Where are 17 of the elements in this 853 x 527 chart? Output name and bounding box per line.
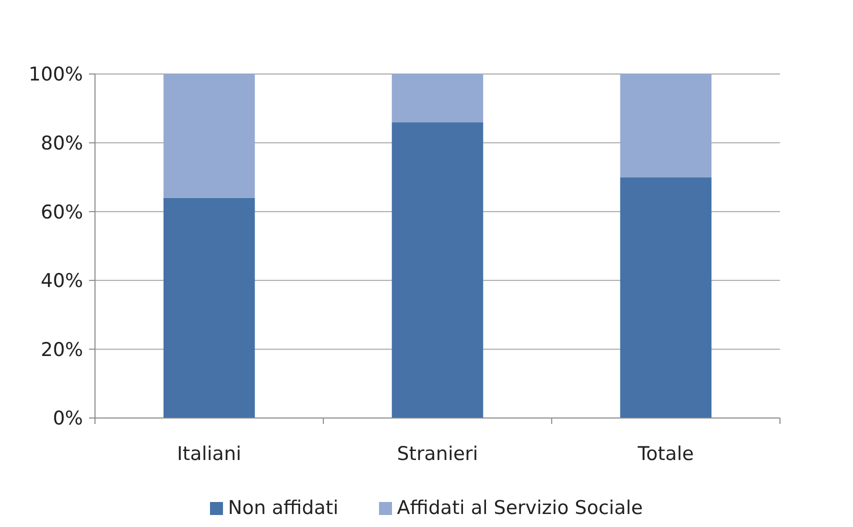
x-tick-label: Italiani xyxy=(177,443,242,465)
y-tick-label: 100% xyxy=(28,64,83,86)
y-tick-label: 40% xyxy=(40,270,83,292)
legend-label: Non affidati xyxy=(228,497,338,519)
bar xyxy=(392,122,484,418)
x-tick-label: Totale xyxy=(636,443,694,465)
bar xyxy=(164,198,255,418)
bar xyxy=(392,74,484,122)
y-tick-label: 80% xyxy=(40,132,83,154)
bar xyxy=(620,177,712,418)
y-tick-label: 60% xyxy=(40,201,83,224)
y-tick-label: 20% xyxy=(40,338,83,361)
legend-label: Affidati al Servizio Sociale xyxy=(397,497,643,519)
bar xyxy=(164,74,255,198)
bar xyxy=(620,74,712,178)
x-tick-label: Stranieri xyxy=(396,443,478,465)
y-tick-label: 0% xyxy=(52,408,83,430)
